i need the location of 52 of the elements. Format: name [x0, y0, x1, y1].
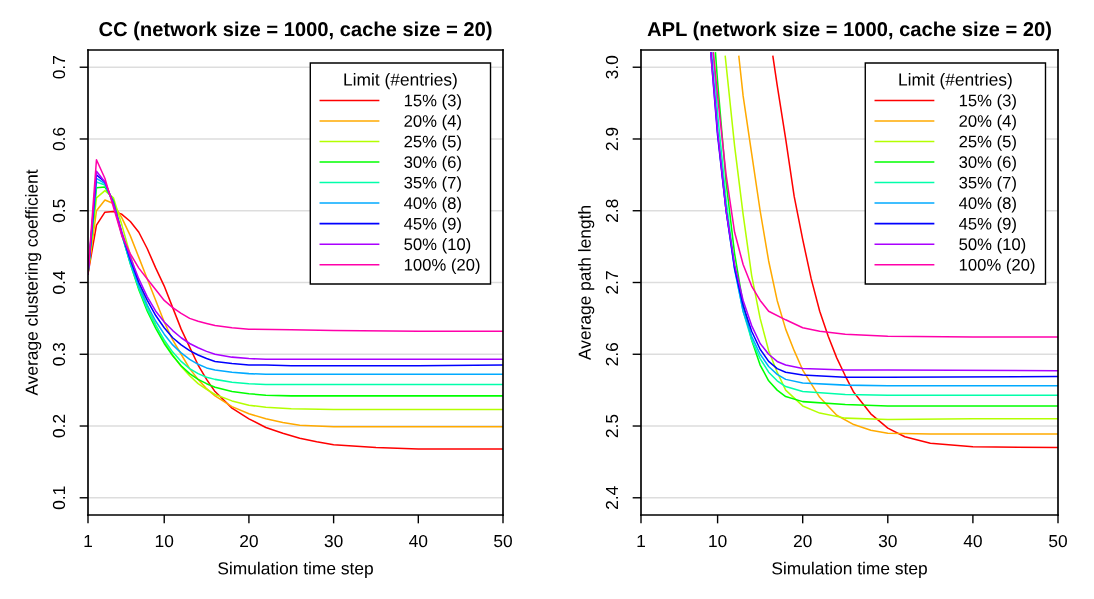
x-tick-label: 50 — [494, 534, 512, 548]
y-axis-title: Average clustering coefficient — [25, 169, 42, 396]
legend-label: 45% (9) — [404, 217, 461, 233]
y-tick-label: 0.7 — [52, 56, 66, 79]
y-tick-label: 3.0 — [605, 55, 619, 79]
x-tick-label: 20 — [240, 534, 258, 548]
legend-label: 30% (6) — [959, 155, 1016, 172]
y-tick-label: 0.1 — [52, 486, 66, 510]
legend-label: 25% (5) — [959, 135, 1016, 151]
y-axis-title: Average path length — [578, 206, 595, 361]
y-tick-label: 2.9 — [605, 127, 619, 151]
chart-title: APL (network size = 1000, cache size = 20) — [647, 21, 1051, 41]
y-tick-label: 0.2 — [52, 414, 66, 438]
legend-label: 15% (3) — [404, 94, 461, 110]
x-tick-label: 10 — [709, 534, 727, 548]
legend-label: 20% (4) — [404, 114, 461, 131]
legend-label: 50% (10) — [404, 237, 471, 254]
y-tick-label: 0.5 — [52, 199, 66, 223]
legend-label: 40% (8) — [958, 196, 1016, 213]
x-tick-label: 30 — [324, 534, 343, 548]
chart-title: CC (network size = 1000, cache size = 20) — [99, 21, 492, 41]
legend-label: 45% (9) — [958, 217, 1016, 233]
x-tick-label: 40 — [963, 534, 982, 548]
y-tick-label: 0.4 — [52, 270, 66, 294]
x-axis-title: Simulation time step — [772, 561, 927, 578]
x-tick-label: 20 — [793, 534, 812, 548]
x-tick-label: 10 — [155, 534, 174, 548]
legend-label: 50% (10) — [959, 237, 1026, 254]
y-tick-label: 2.8 — [605, 199, 619, 222]
x-tick-label: 30 — [878, 534, 897, 548]
legend-label: 40% (8) — [404, 196, 461, 213]
y-tick-label: 2.4 — [605, 486, 618, 509]
y-tick-label: 2.7 — [605, 271, 618, 294]
legend-title: Limit (#entries) — [899, 72, 1012, 90]
y-tick-label: 2.5 — [605, 414, 619, 438]
legend-label: 20% (4) — [959, 114, 1016, 131]
y-tick-label: 2.6 — [605, 342, 619, 366]
x-tick-label: 1 — [637, 535, 645, 548]
legend-label: 100% (20) — [959, 258, 1035, 274]
legend-title: Limit (#entries) — [344, 72, 457, 90]
legend-label: 100% (20) — [404, 258, 480, 274]
y-tick-label: 0.6 — [52, 127, 66, 151]
x-tick-label: 40 — [409, 534, 428, 548]
y-tick-label: 0.3 — [52, 342, 66, 366]
x-axis-title: Simulation time step — [218, 561, 373, 578]
legend-label: 30% (6) — [404, 155, 461, 172]
x-tick-label: 50 — [1049, 534, 1067, 548]
x-tick-label: 1 — [84, 535, 92, 548]
legend-label: 35% (7) — [959, 176, 1016, 192]
legend-label: 35% (7) — [404, 176, 461, 192]
legend-label: 15% (3) — [959, 94, 1016, 110]
legend-label: 25% (5) — [404, 135, 461, 151]
